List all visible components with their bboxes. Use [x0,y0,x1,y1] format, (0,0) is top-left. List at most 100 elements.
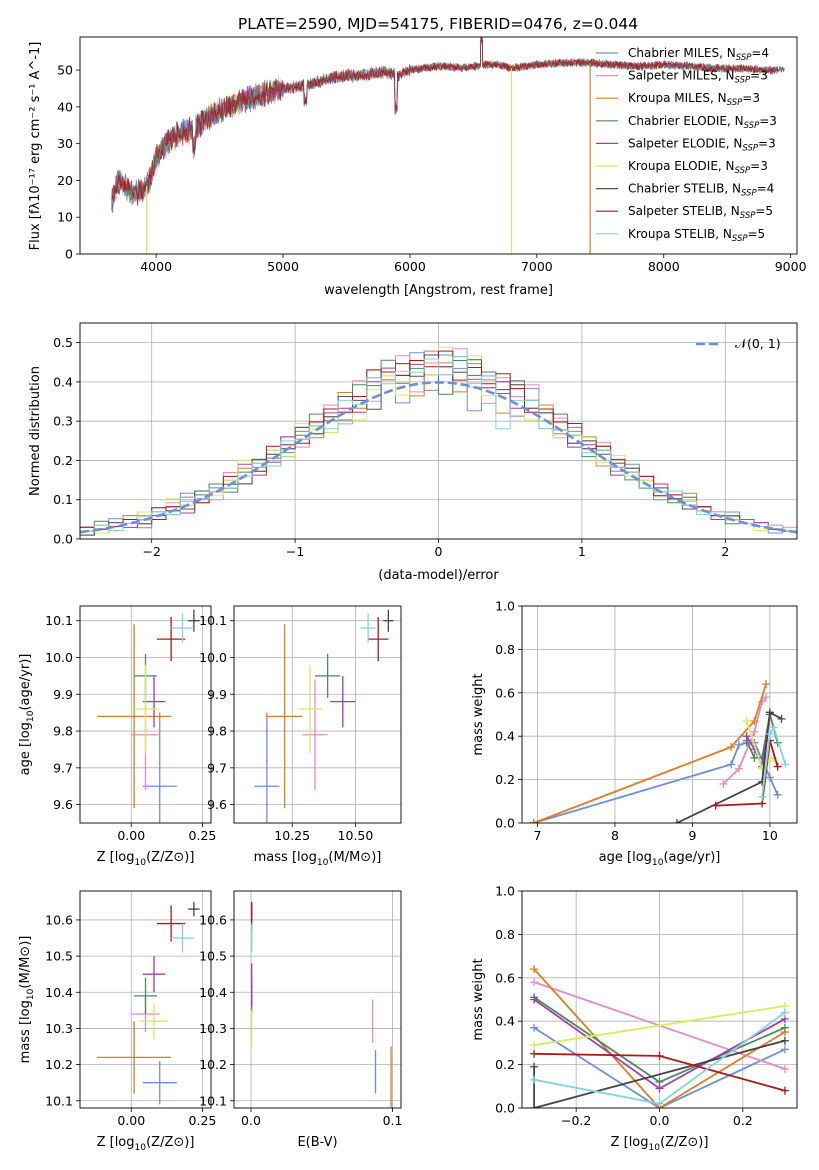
x-tick-label: 1 [578,544,586,559]
y-axis-label-sub: 10 [26,988,36,1000]
x-tick-label: 0.00 [117,828,145,843]
weight-marker [711,801,720,810]
y-tick-label: 9.9 [207,687,227,702]
y-tick-label: 10.5 [45,949,73,964]
axes-frame [521,890,798,1109]
x-tick-label: 7000 [521,259,553,274]
panel-age-vs-Z: 0.00 0.259.69.79.89.910.010.1Z [log10(Z/Z… [18,605,216,868]
panel-residuals: −2 −1 0 1 2 0.0 0.1 0.2 0.3 0.4 0.5 (data-model)/er… [28,322,798,583]
x-tick-label: 10 [762,828,778,843]
x-tick-label: 9000 [775,259,807,274]
y-tick-label: 9.8 [53,724,73,739]
weight-marker [734,764,743,773]
weight-marker [529,819,538,823]
weight-marker [672,819,681,823]
weight-marker [780,1008,789,1017]
y-axis-label-pre: mass [log [18,1000,33,1063]
x-tick-label: 0.00 [117,1113,145,1128]
weight-marker [530,1041,539,1050]
y-tick-label: 20 [57,173,73,188]
weight-marker [727,743,736,752]
weight-marker [530,965,539,974]
axes-frame [79,322,798,540]
y-tick-label: 10.3 [45,1021,73,1036]
weight-marker [530,1075,539,1084]
x-tick-label: 10.25 [274,828,310,843]
panel-age-vs-mass: 10.25 10.50 9.6 9.7 9.8 9.9 10.0 10.1 mass [log1… [199,605,402,868]
y-tick-label: 0.0 [53,532,73,547]
weight-marker [530,1023,539,1032]
y-tick-label: 0.6 [495,970,515,985]
x-axis-label: Z [log10(Z/Z⊙)] [97,1135,195,1153]
reference-gaussian [80,380,797,534]
y-axis-label: Flux [fλ10⁻¹⁷ erg cm⁻² s⁻¹ A^-1] [28,42,43,251]
x-axis-label-post: (age/yr)] [663,850,720,865]
legend-label: Chabrier ELODIE, NSSP=3 [628,114,777,131]
weight-marker [750,727,759,736]
weight-marker [769,723,778,732]
legend-label-sub: SSP [736,53,752,63]
plot-area [80,891,211,1108]
x-axis-label-pre: age [log [599,850,652,865]
weight-marker [530,1062,539,1071]
y-tick-label: 0.5 [53,335,73,350]
legend-label-text: Kroupa MILES, N [628,91,727,105]
y-tick-label: 10 [57,210,73,225]
y-axis-label: age [log10(age/yr)] [18,654,36,776]
weight-line [533,683,767,823]
weight-marker [727,760,736,769]
x-axis-label-sub: 10 [652,858,664,868]
legend-label-sub: SSP [741,189,757,199]
weight-marker [734,740,743,749]
y-axis-label: mass weight [471,673,486,755]
y-tick-label: 9.8 [207,724,227,739]
legend-label-sub: SSP [732,234,748,244]
figure-title: PLATE=2590, MJD=54175, FIBERID=0476, z=0… [238,15,638,33]
weight-marker [765,730,774,739]
x-axis-label-post: (Z/Z⊙)] [660,1135,708,1150]
chart-layer: 4000 5000 6000 7000 8000 900001020304050wavel… [18,36,807,1153]
legend-label: Chabrier MILES, NSSP=4 [628,46,769,63]
y-tick-label: 0.0 [495,816,515,831]
x-tick-label: 6000 [394,259,426,274]
axes-frame [233,605,402,824]
weight-marker [719,779,728,788]
y-tick-label: 10.4 [45,985,73,1000]
legend-label-suffix: =3 [742,91,760,105]
x-axis-label: (data-model)/error [378,568,499,583]
legend-label: Salpeter ELODIE, NSSP=3 [628,136,776,153]
x-tick-label: −0.2 [561,1113,591,1128]
y-tick-label: 10.0 [199,650,227,665]
x-axis-label: Z [log10(Z/Z⊙)] [97,850,195,868]
legend-label-text: Chabrier ELODIE, N [628,114,744,128]
x-axis-label-sub: 10 [317,858,329,868]
weight-marker [762,680,771,689]
y-tick-label: 10.4 [199,985,227,1000]
legend-label-suffix: =5 [748,227,766,241]
legend-label-sub: SSP [740,211,756,221]
legend-label-suffix: =4 [751,46,769,60]
weight-marker [781,760,790,769]
y-tick-label: 10.1 [199,1093,227,1108]
y-tick-label: 9.6 [53,797,73,812]
weight-marker [780,1023,789,1032]
legend-label-text: Salpeter MILES, N [628,69,735,83]
weight-marker [765,708,774,717]
y-tick-label: 0.2 [495,772,515,787]
legend-label-suffix: =3 [758,136,776,150]
x-axis-label-post: (M/M⊙)] [328,850,381,865]
y-tick-label: 0.1 [53,492,73,507]
x-axis-label-pre: Z [log [611,1135,649,1150]
y-tick-label: 10.5 [199,949,227,964]
x-axis-label-post: (Z/Z⊙)] [146,850,194,865]
panel-spectrum: 4000 5000 6000 7000 8000 9000 0 10 20 30 40 50 wavel… [28,36,807,298]
weight-marker [780,1064,789,1073]
weight-line [761,725,787,798]
weight-marker [780,1086,789,1095]
legend-label: Chabrier STELIB, NSSP=4 [628,182,774,199]
x-axis-label: E(B-V) [297,1135,337,1150]
weight-marker [530,995,539,1004]
legend-label-text: Kroupa ELODIE, N [628,159,735,173]
